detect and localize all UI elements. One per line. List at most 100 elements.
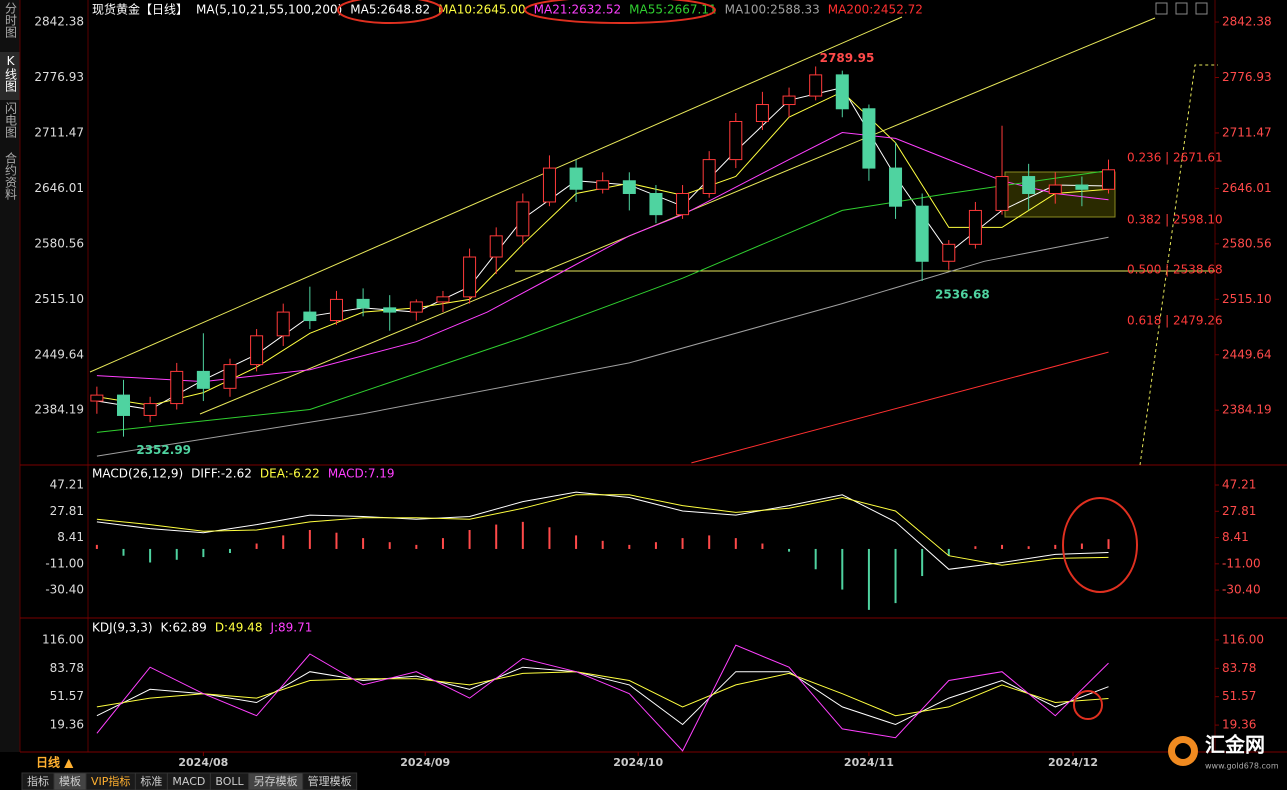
- macd-bar: [95, 544, 98, 549]
- sidebar-tab[interactable]: K线图: [4, 54, 18, 92]
- candle-body: [542, 167, 556, 203]
- candle-body: [729, 120, 743, 161]
- y-tick-label: 51.57: [50, 689, 84, 703]
- macd-bar: [628, 544, 631, 549]
- bottom-tab[interactable]: 指标: [27, 774, 49, 788]
- candle-body: [170, 370, 184, 405]
- macd-bar: [228, 548, 231, 554]
- legend-item: MA100:2588.33: [725, 3, 820, 17]
- bottom-tab[interactable]: 模板: [59, 774, 81, 788]
- y-tick-label: 2515.10: [1222, 292, 1272, 306]
- y-tick-label: 27.81: [1222, 504, 1256, 518]
- y-tick-label: 2646.01: [1222, 181, 1272, 195]
- indicator-line: [96, 494, 1109, 566]
- sidebar-tab[interactable]: 合约资料: [4, 151, 18, 200]
- macd-bar: [1107, 539, 1110, 549]
- price-annotation: 2536.68: [935, 288, 990, 302]
- candle-body: [702, 159, 716, 194]
- sidebar-tab[interactable]: 分时图: [4, 2, 18, 38]
- window-button[interactable]: [1195, 2, 1208, 15]
- y-tick-label: 27.81: [50, 504, 84, 518]
- bottom-tab[interactable]: 另存模板: [254, 774, 298, 788]
- legend-item: J:89.71: [269, 621, 312, 635]
- y-tick-label: 2449.64: [34, 347, 84, 361]
- macd-bar: [575, 535, 578, 549]
- legend-item: DIFF:-2.62: [191, 467, 252, 481]
- highlight-circle: [1073, 690, 1103, 720]
- legend-item: DEA:-6.22: [260, 467, 320, 481]
- candle-body: [676, 192, 690, 216]
- highlight-ellipse: [524, 0, 716, 24]
- legend-item: MA55:2667.11: [629, 3, 717, 17]
- indicator-line: [96, 236, 1109, 457]
- window-buttons: [1155, 2, 1208, 15]
- macd-bar: [947, 548, 950, 556]
- x-tick-label: 2024/12: [1048, 756, 1098, 769]
- window-button[interactable]: [1175, 2, 1188, 15]
- x-tick-label: 2024/09: [400, 756, 450, 769]
- candle-body: [889, 167, 903, 207]
- y-tick-label: 116.00: [1222, 632, 1264, 646]
- legend-item: MACD(26,12,9): [92, 467, 183, 481]
- period-label[interactable]: 日线 ▲: [36, 755, 74, 770]
- y-tick-label: 83.78: [1222, 661, 1256, 675]
- indicator-line: [691, 351, 1109, 464]
- logo-url: www.gold678.com: [1205, 762, 1279, 771]
- bottom-tab[interactable]: 标准: [140, 774, 162, 788]
- macd-bar: [255, 543, 258, 549]
- price-annotation: 2352.99: [136, 443, 191, 457]
- y-tick-label: 2842.38: [1222, 15, 1272, 29]
- fib-label: 0.618 | 2479.26: [1127, 314, 1223, 328]
- macd-bar: [1054, 544, 1057, 549]
- macd-bar: [921, 548, 924, 577]
- x-tick-label: 2024/08: [178, 756, 228, 769]
- candle-body: [196, 370, 210, 389]
- macd-bar: [814, 548, 817, 570]
- bottom-tab[interactable]: 管理模板: [308, 774, 352, 788]
- macd-bar: [202, 548, 205, 558]
- legend-item: MA(5,10,21,55,100,200): [196, 3, 342, 17]
- bottom-tab[interactable]: VIP指标: [91, 774, 130, 788]
- candle-body: [968, 209, 982, 245]
- fib-label: 0.500 | 2538.68: [1127, 263, 1223, 277]
- sidebar-tab[interactable]: 闪电图: [4, 102, 18, 138]
- candle-body: [915, 205, 929, 262]
- y-tick-label: 2515.10: [34, 292, 84, 306]
- indicator-line: [96, 671, 1109, 717]
- macd-bar: [362, 538, 365, 549]
- y-tick-label: 2449.64: [1222, 347, 1272, 361]
- bottom-tab[interactable]: BOLL: [215, 775, 244, 788]
- window-button[interactable]: [1155, 2, 1168, 15]
- candle-body: [90, 394, 104, 402]
- y-tick-label: 2646.01: [34, 181, 84, 195]
- macd-bar: [867, 548, 870, 610]
- candle-body: [1102, 169, 1116, 190]
- tab-background: [302, 772, 358, 790]
- y-tick-label: -11.00: [1222, 556, 1261, 570]
- candle-body: [223, 364, 237, 389]
- macd-bar: [734, 538, 737, 549]
- y-tick-label: 8.41: [57, 530, 84, 544]
- y-tick-label: 2384.19: [34, 403, 84, 417]
- x-tick-label: 2024/10: [613, 756, 663, 769]
- legend-item: D:49.48: [215, 621, 263, 635]
- y-tick-label: 83.78: [50, 661, 84, 675]
- macd-bar: [708, 535, 711, 549]
- channel-line: [199, 17, 1156, 415]
- candle-body: [835, 74, 849, 110]
- candle-body: [489, 235, 503, 258]
- macd-bar: [894, 548, 897, 604]
- candle-body: [329, 298, 343, 322]
- y-tick-label: 2580.56: [34, 236, 84, 250]
- indicator-line: [96, 666, 1109, 726]
- legend-item: K:62.89: [161, 621, 207, 635]
- y-tick-label: 2776.93: [1222, 70, 1272, 84]
- candle-body: [516, 201, 530, 237]
- bottom-tab[interactable]: MACD: [172, 775, 205, 788]
- y-tick-label: 19.36: [1222, 718, 1256, 732]
- candle-body: [1075, 184, 1089, 190]
- candle-body: [782, 95, 796, 106]
- fib-line: [1139, 64, 1218, 466]
- fib-label: 0.382 | 2598.10: [1127, 213, 1223, 227]
- candle-body: [596, 180, 610, 190]
